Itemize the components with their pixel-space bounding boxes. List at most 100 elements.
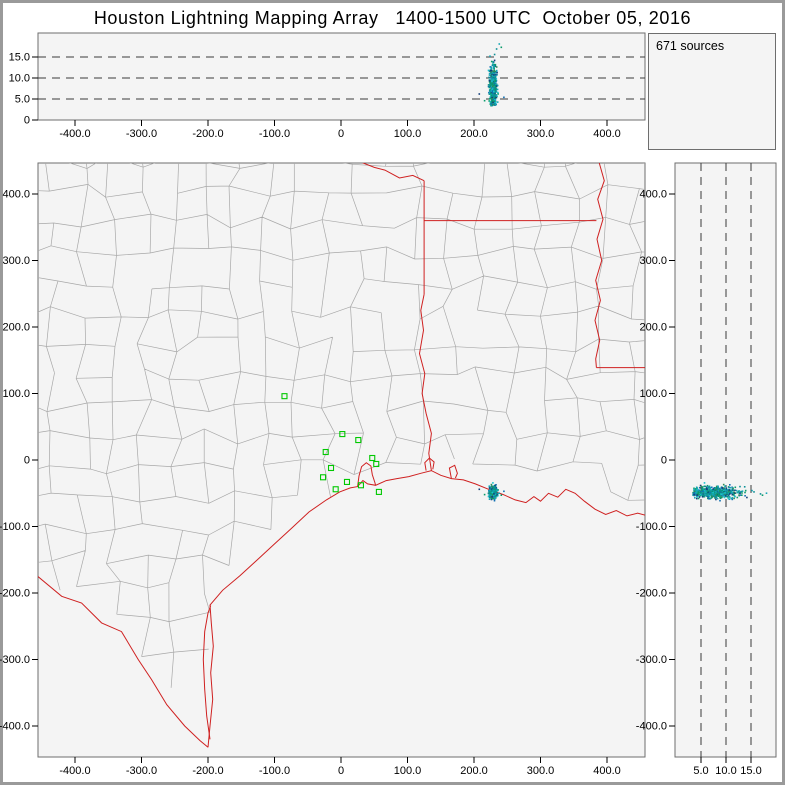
lightning-dot: [753, 491, 755, 493]
lma-station-marker: [357, 482, 365, 489]
lightning-dot: [492, 482, 494, 484]
lightning-dot: [489, 55, 491, 57]
lightning-dot: [717, 487, 720, 489]
tick-label: -100.0: [259, 765, 290, 777]
lightning-dot: [728, 495, 730, 497]
tick-label: -200.0: [192, 765, 223, 777]
lightning-dot: [490, 94, 493, 97]
tick-label: 0: [661, 455, 667, 467]
lightning-dot: [715, 494, 717, 497]
map-panel-axes: 400.0 300.0 200.0 100.0 0 -100.0 -200.0 -300.0 -…: [0, 189, 621, 778]
lightning-dot: [489, 490, 492, 493]
lightning-dot: [488, 74, 491, 76]
lightning-dot: [717, 490, 720, 493]
lightning-dot: [731, 498, 734, 501]
lightning-dot: [496, 101, 499, 103]
lightning-dot: [693, 493, 695, 496]
lightning-dot: [707, 494, 709, 496]
lightning-dot: [493, 88, 496, 91]
lightning-dot: [702, 490, 704, 493]
lightning-dot: [733, 491, 735, 493]
lightning-dot: [491, 104, 494, 107]
lightning-dot: [491, 73, 493, 75]
lightning-dot: [489, 489, 491, 492]
lightning-dot: [696, 488, 699, 491]
lightning-dot: [491, 101, 493, 104]
tick-label: 200.0: [639, 322, 667, 334]
lightning-dot: [709, 489, 711, 491]
lightning-dot: [701, 496, 704, 498]
lightning-dot: [492, 72, 494, 74]
lightning-dot: [492, 85, 494, 88]
lightning-dot: [704, 485, 707, 488]
lightning-dot: [722, 483, 725, 486]
lightning-dot: [493, 491, 496, 493]
lightning-dot: [740, 490, 742, 493]
lightning-dot: [727, 488, 729, 491]
sources-panel: 671 sources: [648, 33, 776, 150]
lightning-dot: [709, 493, 712, 495]
altitude-gridlines-right: [700, 163, 752, 757]
lightning-dot: [483, 493, 486, 496]
lightning-dot: [493, 495, 496, 497]
lightning-dot: [720, 489, 722, 491]
lightning-dot: [706, 490, 709, 493]
lightning-dot: [491, 64, 494, 67]
lightning-dot: [728, 492, 730, 495]
lightning-dot: [705, 488, 707, 491]
lightning-dot: [703, 485, 706, 488]
lightning-dot: [710, 490, 712, 493]
lightning-dot: [495, 66, 498, 68]
lightning-dot: [721, 496, 723, 498]
lightning-dot: [491, 492, 494, 494]
state-borders: [38, 163, 645, 748]
lightning-dot: [492, 103, 494, 106]
lightning-dot: [494, 491, 497, 494]
lightning-dot: [488, 496, 491, 499]
lightning-dot: [495, 69, 498, 72]
lightning-dot: [703, 493, 705, 495]
lightning-dot: [733, 494, 735, 497]
lightning-dot: [493, 87, 496, 89]
lightning-dot: [727, 491, 729, 493]
lightning-dot: [489, 66, 492, 68]
lightning-dot: [489, 488, 492, 491]
lightning-dot: [698, 493, 700, 496]
lightning-dot: [741, 494, 743, 496]
lightning-dot: [493, 90, 495, 93]
lightning-dot: [495, 94, 497, 96]
top-panel: [37, 32, 646, 121]
lightning-dot: [488, 487, 491, 489]
border-sabine-river: [418, 294, 432, 471]
lightning-dot: [493, 91, 496, 94]
lightning-dot: [487, 495, 490, 498]
tick-label: 300.0: [639, 255, 667, 267]
county-boundaries-path: [38, 163, 645, 688]
lightning-dot: [495, 493, 498, 495]
lightning-dot: [493, 74, 495, 76]
lightning-dot: [709, 494, 711, 497]
lightning-dot: [493, 97, 495, 100]
tick-label: -100.0: [0, 521, 30, 533]
lightning-dot: [696, 494, 698, 496]
lightning-dot: [711, 486, 713, 489]
lightning-dot: [490, 91, 492, 94]
lightning-dot: [707, 493, 710, 495]
tick-label: 5.0: [693, 765, 708, 777]
tick-label: -100.0: [259, 128, 290, 140]
lightning-dot: [718, 488, 721, 491]
lightning-dot: [729, 491, 731, 494]
lightning-dot: [488, 91, 490, 94]
lightning-dot: [494, 78, 496, 80]
lightning-dot: [707, 496, 709, 498]
lightning-dot: [701, 493, 703, 495]
lightning-dot: [705, 487, 708, 490]
lightning-dot: [492, 78, 495, 80]
lightning-dot: [709, 497, 712, 500]
lightning-dot: [495, 85, 498, 88]
lightning-dot: [494, 484, 496, 487]
lightning-dot: [493, 100, 495, 102]
lightning-dot: [491, 485, 493, 488]
lightning-dot: [491, 83, 494, 85]
tick-label: -400.0: [0, 721, 30, 733]
